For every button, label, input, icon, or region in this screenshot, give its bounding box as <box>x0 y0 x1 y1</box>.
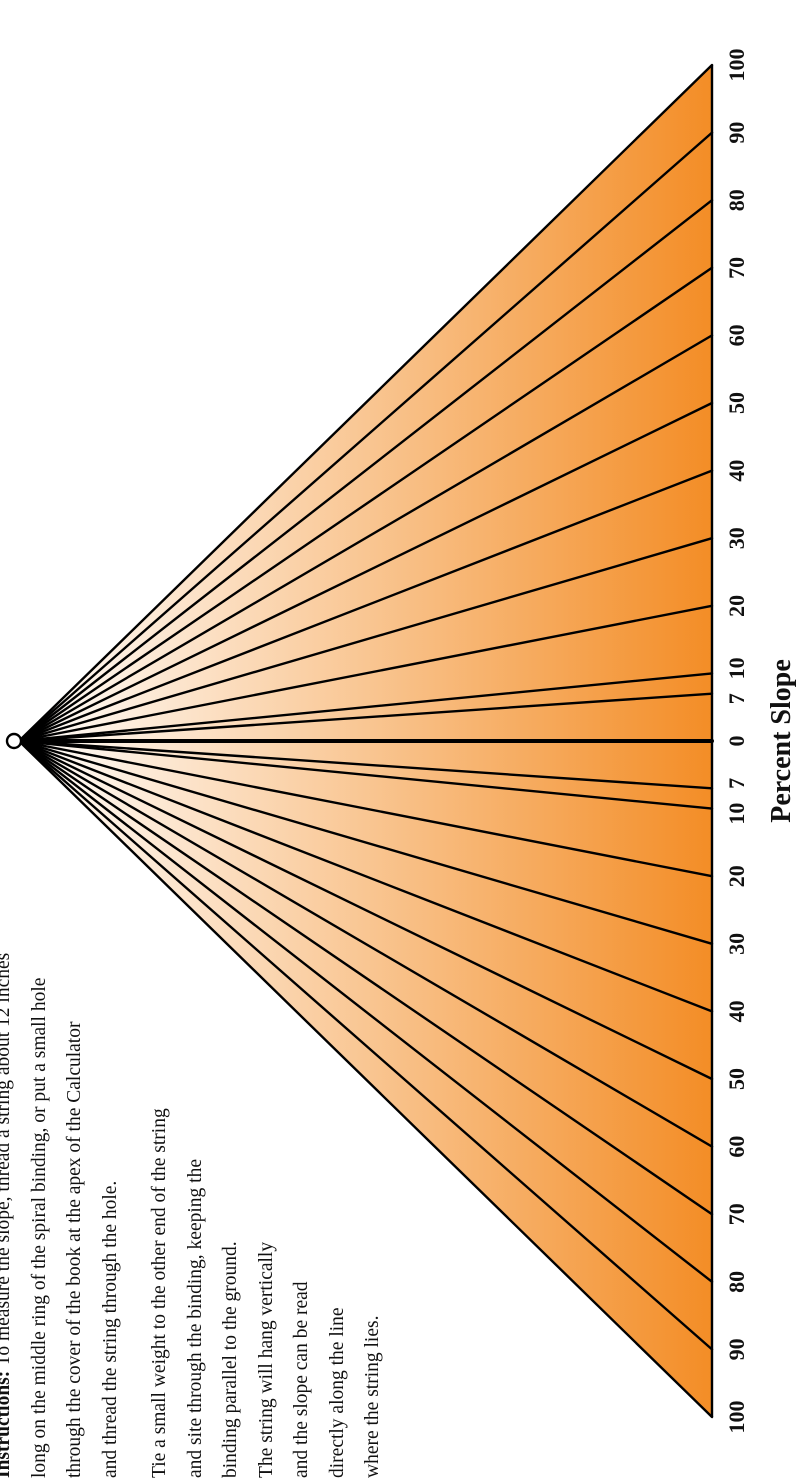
tick-label-right-70: 70 <box>724 257 749 279</box>
instructions-line-11: where the string lies. <box>362 1315 383 1478</box>
instructions-line-1: To measure the slope, thread a string ab… <box>0 952 14 1367</box>
instructions-line-6: and site through the binding, keeping th… <box>184 1159 206 1478</box>
tick-label-left-50: 50 <box>724 1068 749 1090</box>
tick-label-right-90: 90 <box>724 122 749 144</box>
instructions-line-5: Tie a small weight to the other end of t… <box>149 1108 170 1478</box>
tick-label-right-30: 30 <box>724 527 749 549</box>
slope-line-right-70 <box>17 266 714 743</box>
instructions-line-7: binding parallel to the ground. <box>220 1241 241 1478</box>
tick-label-left-7: 7 <box>724 778 749 789</box>
slope-line-right-20 <box>17 604 714 743</box>
instructions-line-3: through the cover of the book at the ape… <box>64 1021 85 1478</box>
tick-label-left-10: 10 <box>724 803 749 825</box>
instructions-line-9: and the slope can be read <box>291 1281 312 1478</box>
slope-line-left-10 <box>17 739 714 810</box>
tick-label-left-90: 90 <box>724 1338 749 1360</box>
instructions-line-10: directly along the line <box>326 1307 348 1478</box>
tick-label-right-80: 80 <box>724 189 749 211</box>
instructions-paragraph-1: Instructions: To measure the slope, thre… <box>0 953 128 1478</box>
slope-line-left-7 <box>17 739 714 790</box>
slope-line-left-30 <box>17 739 714 945</box>
instructions-line-4: and thread the string through the hole. <box>99 1180 121 1478</box>
tick-label-right-20: 20 <box>724 595 749 617</box>
tick-label-left-30: 30 <box>724 933 749 955</box>
slope-line-left-100 <box>17 739 714 1419</box>
apex-ring <box>5 732 23 750</box>
tick-label-right-40: 40 <box>724 460 749 482</box>
slope-lines <box>17 63 714 1419</box>
tick-label-left-80: 80 <box>724 1271 749 1293</box>
tick-label-left-70: 70 <box>724 1203 749 1225</box>
slope-line-left-20 <box>17 739 714 878</box>
slope-line-left-40 <box>17 739 714 1013</box>
slope-line-left-90 <box>17 739 714 1351</box>
slope-line-left-70 <box>17 739 714 1216</box>
axis-title: Percent Slope <box>766 659 797 823</box>
tick-label-center-0: 0 <box>724 736 749 747</box>
slope-line-right-40 <box>17 469 714 743</box>
slope-line-right-50 <box>17 401 714 743</box>
slope-line-right-60 <box>17 334 714 743</box>
instructions-paragraph-2: Tie a small weight to the other end of t… <box>142 1108 391 1478</box>
slope-line-left-80 <box>17 739 714 1284</box>
slope-line-right-30 <box>17 537 714 743</box>
instructions-line-8: The string will hang vertically <box>255 1241 277 1478</box>
tick-label-right-10: 10 <box>724 657 749 679</box>
tick-label-right-50: 50 <box>724 392 749 414</box>
tick-label-right-60: 60 <box>724 324 749 346</box>
tick-label-right-7: 7 <box>724 693 749 704</box>
instructions-lead: Instructions: <box>0 1370 14 1478</box>
tick-labels: 1009080706050403020107071020304050607080… <box>724 49 749 1434</box>
slope-line-left-50 <box>17 739 714 1081</box>
tick-label-left-100: 100 <box>724 1401 749 1434</box>
tick-label-left-40: 40 <box>724 1000 749 1022</box>
tick-label-left-20: 20 <box>724 865 749 887</box>
slope-line-right-10 <box>17 672 714 743</box>
slope-line-left-60 <box>17 739 714 1148</box>
tick-label-right-100: 100 <box>724 49 749 82</box>
slope-line-right-7 <box>17 692 714 743</box>
slope-line-right-80 <box>17 198 714 743</box>
instructions-line-2: long on the middle ring of the spiral bi… <box>28 977 50 1478</box>
slope-line-right-100 <box>17 63 714 743</box>
slope-line-right-90 <box>17 131 714 743</box>
tick-label-left-60: 60 <box>724 1136 749 1158</box>
